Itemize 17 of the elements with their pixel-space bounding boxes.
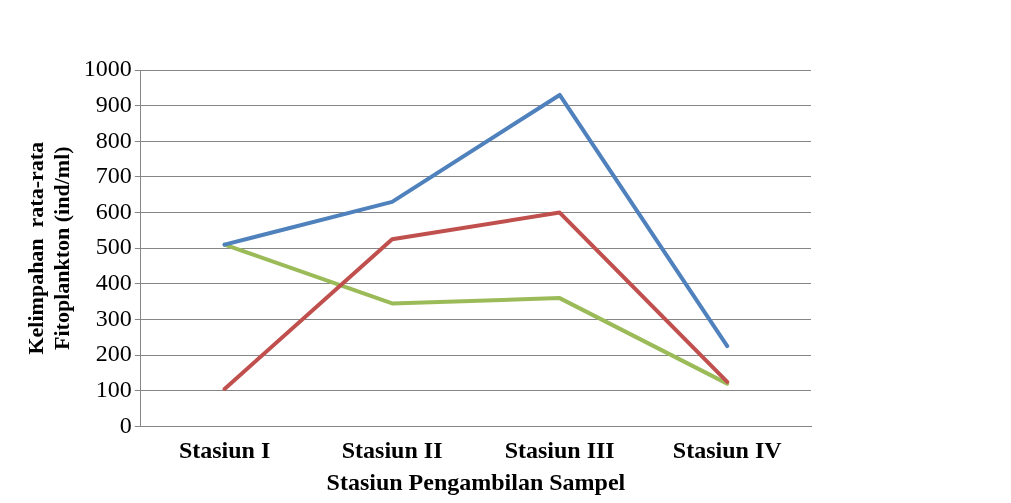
y-tick-label: 400 — [95, 269, 132, 296]
y-tick-label: 800 — [95, 126, 132, 153]
y-tick-label: 600 — [95, 197, 132, 224]
y-tick-label: 900 — [95, 90, 132, 117]
y-tick-label: 100 — [95, 376, 132, 403]
y-axis-title: Kelimpahan rata-rata Fitoplankton (ind/ml) — [22, 141, 75, 355]
x-axis-title: Stasiun Pengambilan Sampel — [326, 468, 626, 495]
y-tick-label: 200 — [95, 340, 132, 367]
x-tick-label: Stasiun III — [504, 437, 615, 463]
y-tick-label: 700 — [95, 162, 132, 189]
y-tick-label: 500 — [95, 233, 132, 260]
y-tick-label: 0 — [119, 411, 132, 438]
x-tick-label: Stasiun IV — [672, 437, 783, 463]
y-tick-label: 300 — [95, 304, 132, 331]
x-tick-label: Stasiun I — [178, 437, 271, 463]
y-tick-label: 1000 — [83, 55, 132, 82]
x-tick-label: Stasiun II — [341, 437, 443, 463]
